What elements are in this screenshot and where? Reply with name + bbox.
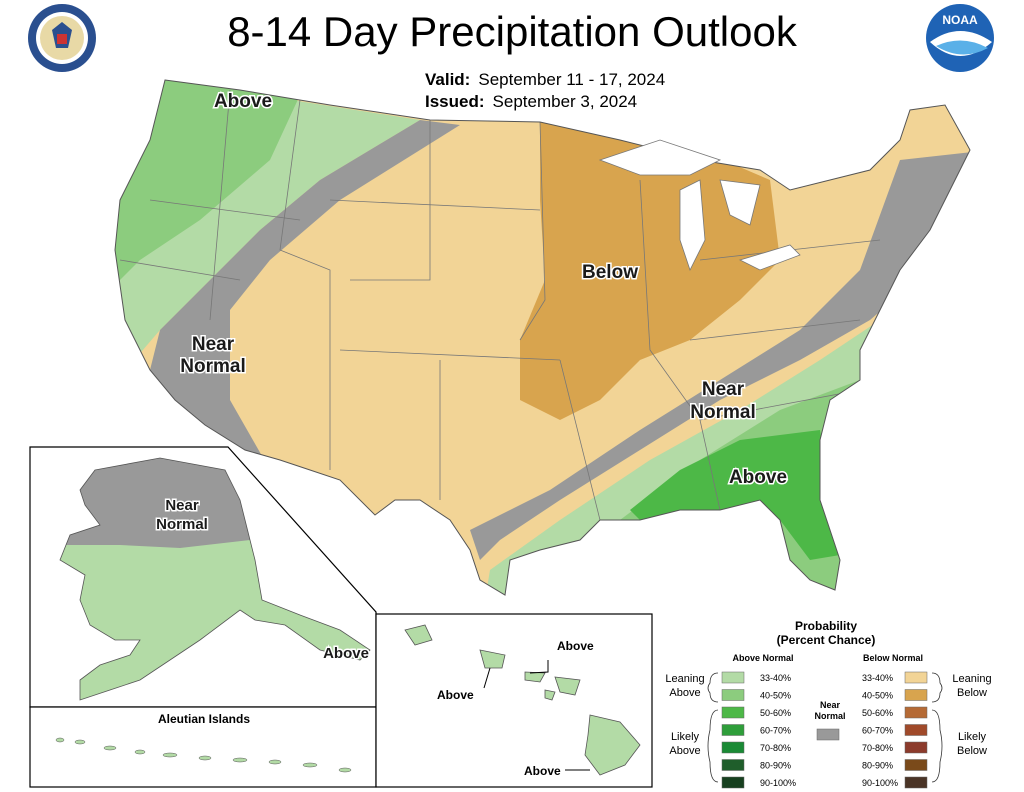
legend-title-2: (Percent Chance): [777, 633, 876, 647]
legend-above-swatch: [721, 759, 745, 771]
label-midwest-below: Below: [582, 262, 638, 283]
conus-outline: [114, 79, 971, 596]
label-west-near-2: Normal: [180, 356, 245, 377]
legend-below-header: Below Normal: [863, 653, 923, 663]
legend-rows: 33-40% 33-40% 40-50% 40-50% 50-60% 50-60% 60-7…: [721, 671, 928, 789]
legend-below-range: 40-50%: [862, 691, 893, 701]
legend-above-range: 40-50%: [760, 691, 791, 701]
label-west-near-1: Near: [192, 334, 235, 355]
label-hawaii-above-3: Above: [524, 764, 561, 778]
issued-date: Issued: September 3, 2024: [425, 92, 637, 112]
valid-value: September 11 - 17, 2024: [478, 70, 666, 89]
legend-above-range: 33-40%: [760, 673, 791, 683]
legend-below-range: 80-90%: [862, 761, 893, 771]
legend-below-swatch: [904, 741, 928, 754]
legend-below-range: 50-60%: [862, 708, 893, 718]
legend-below-swatch: [904, 759, 928, 771]
alaska-inset: Near Normal Above: [29, 446, 377, 708]
label-alaska-near-2: Normal: [156, 516, 208, 533]
commerce-seal-logo: [28, 4, 96, 72]
label-southeast-above: Above: [729, 467, 787, 488]
legend-above-range: 90-100%: [760, 778, 796, 788]
legend-above-swatch: [721, 706, 745, 719]
legend-above-swatch: [721, 724, 745, 736]
legend-above-swatch: [721, 741, 745, 754]
legend-below-swatch: [904, 706, 928, 719]
issued-value: September 3, 2024: [492, 92, 638, 111]
legend-likely-above-1: Likely: [671, 731, 700, 743]
label-northwest-above: Above: [214, 91, 272, 112]
legend-likely-above-2: Above: [669, 745, 700, 757]
legend-below-range: 60-70%: [862, 726, 893, 736]
label-east-near-2: Normal: [690, 402, 755, 423]
legend-below-swatch: [904, 671, 928, 684]
aleutian-inset: Aleutian Islands: [29, 706, 377, 788]
legend-near-header-1: Near: [820, 700, 841, 710]
legend-below-swatch: [904, 689, 928, 701]
legend-above-range: 70-80%: [760, 743, 791, 753]
legend-near-swatch: [816, 728, 840, 741]
legend-below-range: 33-40%: [862, 673, 893, 683]
aleutian-title: Aleutian Islands: [158, 712, 250, 726]
legend-above-swatch: [721, 689, 745, 701]
noaa-logo-text: NOAA: [942, 13, 978, 27]
legend-above-swatch: [721, 776, 745, 789]
legend-above-swatch: [721, 671, 745, 684]
hawaii-inset: Above Above Above: [375, 613, 653, 788]
legend-below-range: 90-100%: [862, 778, 898, 788]
legend-above-range: 60-70%: [760, 726, 791, 736]
legend-title-1: Probability: [795, 619, 857, 633]
valid-dates: Valid: September 11 - 17, 2024: [425, 70, 665, 90]
legend-above-range: 50-60%: [760, 708, 791, 718]
legend-likely-below-1: Likely: [958, 731, 987, 743]
legend-leaning-below-1: Leaning: [952, 673, 991, 685]
legend-near-header-2: Normal: [814, 711, 845, 721]
valid-label: Valid:: [425, 70, 471, 89]
noaa-logo: NOAA: [926, 4, 994, 72]
label-alaska-above: Above: [323, 645, 369, 662]
label-hawaii-above-1: Above: [557, 639, 594, 653]
label-alaska-near-1: Near: [165, 497, 199, 514]
legend-above-range: 80-90%: [760, 761, 791, 771]
legend: Probability (Percent Chance) Above Norma…: [665, 619, 992, 789]
legend-below-range: 70-80%: [862, 743, 893, 753]
legend-above-header: Above Normal: [732, 653, 793, 663]
issued-label: Issued:: [425, 92, 485, 111]
legend-leaning-below-2: Below: [957, 687, 987, 699]
legend-likely-below-2: Below: [957, 745, 987, 757]
legend-below-swatch: [904, 776, 928, 789]
page-title: 8-14 Day Precipitation Outlook: [227, 8, 797, 55]
great-lakes: [598, 139, 801, 272]
label-hawaii-above-2: Above: [437, 688, 474, 702]
legend-leaning-above-1: Leaning: [665, 673, 704, 685]
legend-leaning-above-2: Above: [669, 687, 700, 699]
label-east-near-1: Near: [702, 379, 745, 400]
legend-below-swatch: [904, 724, 928, 736]
